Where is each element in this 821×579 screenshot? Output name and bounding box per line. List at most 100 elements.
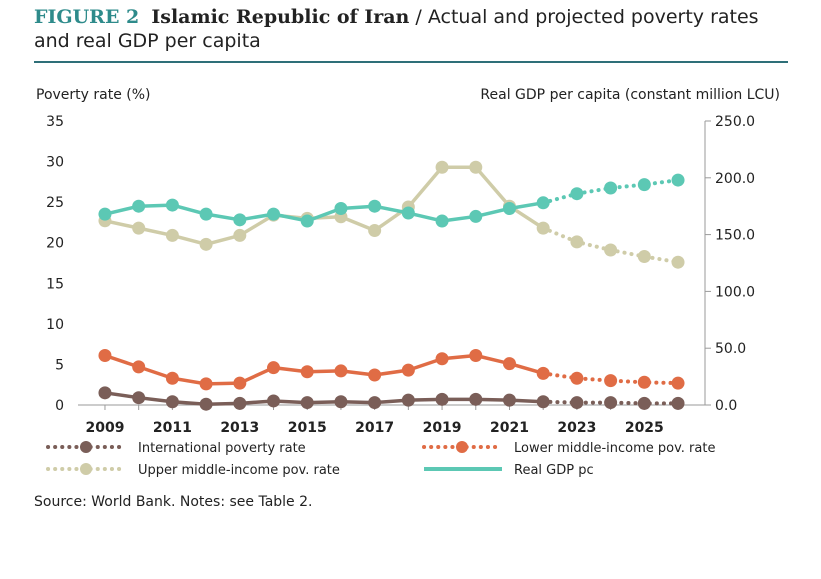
- right-tick-label: 250.0: [715, 114, 755, 130]
- data-point: [267, 361, 281, 375]
- chart-series: [98, 160, 685, 411]
- legend-item: Real GDP pc: [424, 463, 594, 478]
- data-point: [435, 214, 449, 228]
- data-point: [199, 397, 213, 411]
- series-line-projected: [541, 399, 681, 406]
- data-point: [502, 201, 516, 215]
- data-point: [570, 235, 584, 249]
- x-tick-label: 2025: [625, 420, 664, 436]
- data-point: [98, 349, 112, 363]
- data-point: [368, 224, 382, 238]
- legend-marker: [456, 441, 468, 453]
- x-tick-label: 2023: [557, 420, 596, 436]
- legend-marker: [80, 441, 92, 453]
- left-tick-label: 10: [46, 317, 64, 333]
- data-point: [604, 374, 618, 388]
- data-point: [300, 396, 314, 410]
- data-point: [570, 371, 584, 385]
- data-point: [334, 364, 348, 378]
- data-point: [165, 198, 179, 212]
- title-separator: /: [409, 6, 428, 28]
- x-tick-label: 2011: [153, 420, 192, 436]
- data-point: [435, 160, 449, 174]
- data-point: [469, 392, 483, 406]
- data-point: [469, 349, 483, 363]
- data-point: [233, 376, 247, 390]
- chart-legend: International poverty rate Lower middle-i…: [46, 441, 715, 478]
- series-line-projected: [541, 371, 681, 386]
- figure-label: FIGURE 2: [34, 6, 140, 28]
- data-point: [401, 393, 415, 407]
- data-point: [536, 395, 550, 409]
- data-point: [536, 221, 550, 235]
- data-point: [435, 392, 449, 406]
- series-real-gdp-pc: [98, 173, 685, 228]
- data-point: [233, 396, 247, 410]
- data-point: [165, 371, 179, 385]
- poverty-gdp-chart: Poverty rate (%) Real GDP per capita (con…: [36, 87, 780, 478]
- data-point: [401, 363, 415, 377]
- data-point: [334, 201, 348, 215]
- chart-axes: Poverty rate (%) Real GDP per capita (con…: [36, 87, 780, 436]
- data-point: [300, 365, 314, 379]
- right-tick-label: 50.0: [715, 341, 746, 357]
- data-point: [671, 255, 685, 269]
- x-tick-label: 2021: [490, 420, 529, 436]
- source-note: Source: World Bank. Notes: see Table 2.: [34, 494, 313, 510]
- x-tick-label: 2017: [355, 420, 394, 436]
- legend-label: Real GDP pc: [514, 463, 594, 478]
- data-point: [671, 396, 685, 410]
- x-tick-label: 2015: [288, 420, 327, 436]
- data-point: [469, 160, 483, 174]
- legend-label: Lower middle-income pov. rate: [514, 441, 715, 456]
- left-tick-label: 15: [46, 276, 64, 292]
- right-tick-label: 0.0: [715, 398, 737, 414]
- data-point: [98, 386, 112, 400]
- data-point: [435, 352, 449, 366]
- x-tick-label: 2009: [85, 420, 124, 436]
- data-point: [300, 214, 314, 228]
- data-point: [98, 207, 112, 221]
- data-point: [165, 228, 179, 242]
- right-axis-label: Real GDP per capita (constant million LC…: [480, 87, 780, 103]
- left-tick-label: 25: [46, 195, 64, 211]
- data-point: [671, 173, 685, 187]
- data-point: [637, 250, 651, 264]
- data-point: [199, 377, 213, 391]
- data-point: [637, 396, 651, 410]
- legend-marker: [80, 463, 92, 475]
- data-point: [637, 178, 651, 192]
- data-point: [132, 221, 146, 235]
- left-tick-label: 30: [46, 155, 64, 171]
- data-point: [401, 206, 415, 220]
- series-international-poverty-rate: [98, 386, 685, 411]
- data-point: [502, 357, 516, 371]
- figure-subtitle: Actual and projected poverty rates and r…: [34, 6, 759, 52]
- data-point: [267, 394, 281, 408]
- legend-label: Upper middle-income pov. rate: [138, 463, 340, 478]
- right-tick-label: 100.0: [715, 284, 755, 300]
- left-tick-label: 5: [55, 357, 64, 373]
- legend-item: International poverty rate: [46, 441, 306, 456]
- legend-label: International poverty rate: [138, 441, 306, 456]
- data-point: [199, 207, 213, 221]
- data-point: [604, 396, 618, 410]
- left-axis-label: Poverty rate (%): [36, 87, 151, 103]
- data-point: [502, 393, 516, 407]
- legend-item: Lower middle-income pov. rate: [422, 441, 715, 456]
- data-point: [637, 375, 651, 389]
- data-point: [132, 360, 146, 374]
- data-point: [334, 395, 348, 409]
- right-tick-label: 200.0: [715, 171, 755, 187]
- data-point: [132, 391, 146, 405]
- data-point: [536, 366, 550, 380]
- data-point: [199, 237, 213, 251]
- data-point: [233, 213, 247, 227]
- data-point: [469, 209, 483, 223]
- data-point: [267, 207, 281, 221]
- series-lower-middle-income-pov-rate: [98, 349, 685, 391]
- left-tick-label: 20: [46, 236, 64, 252]
- data-point: [165, 395, 179, 409]
- x-tick-label: 2013: [220, 420, 259, 436]
- right-tick-label: 150.0: [715, 228, 755, 244]
